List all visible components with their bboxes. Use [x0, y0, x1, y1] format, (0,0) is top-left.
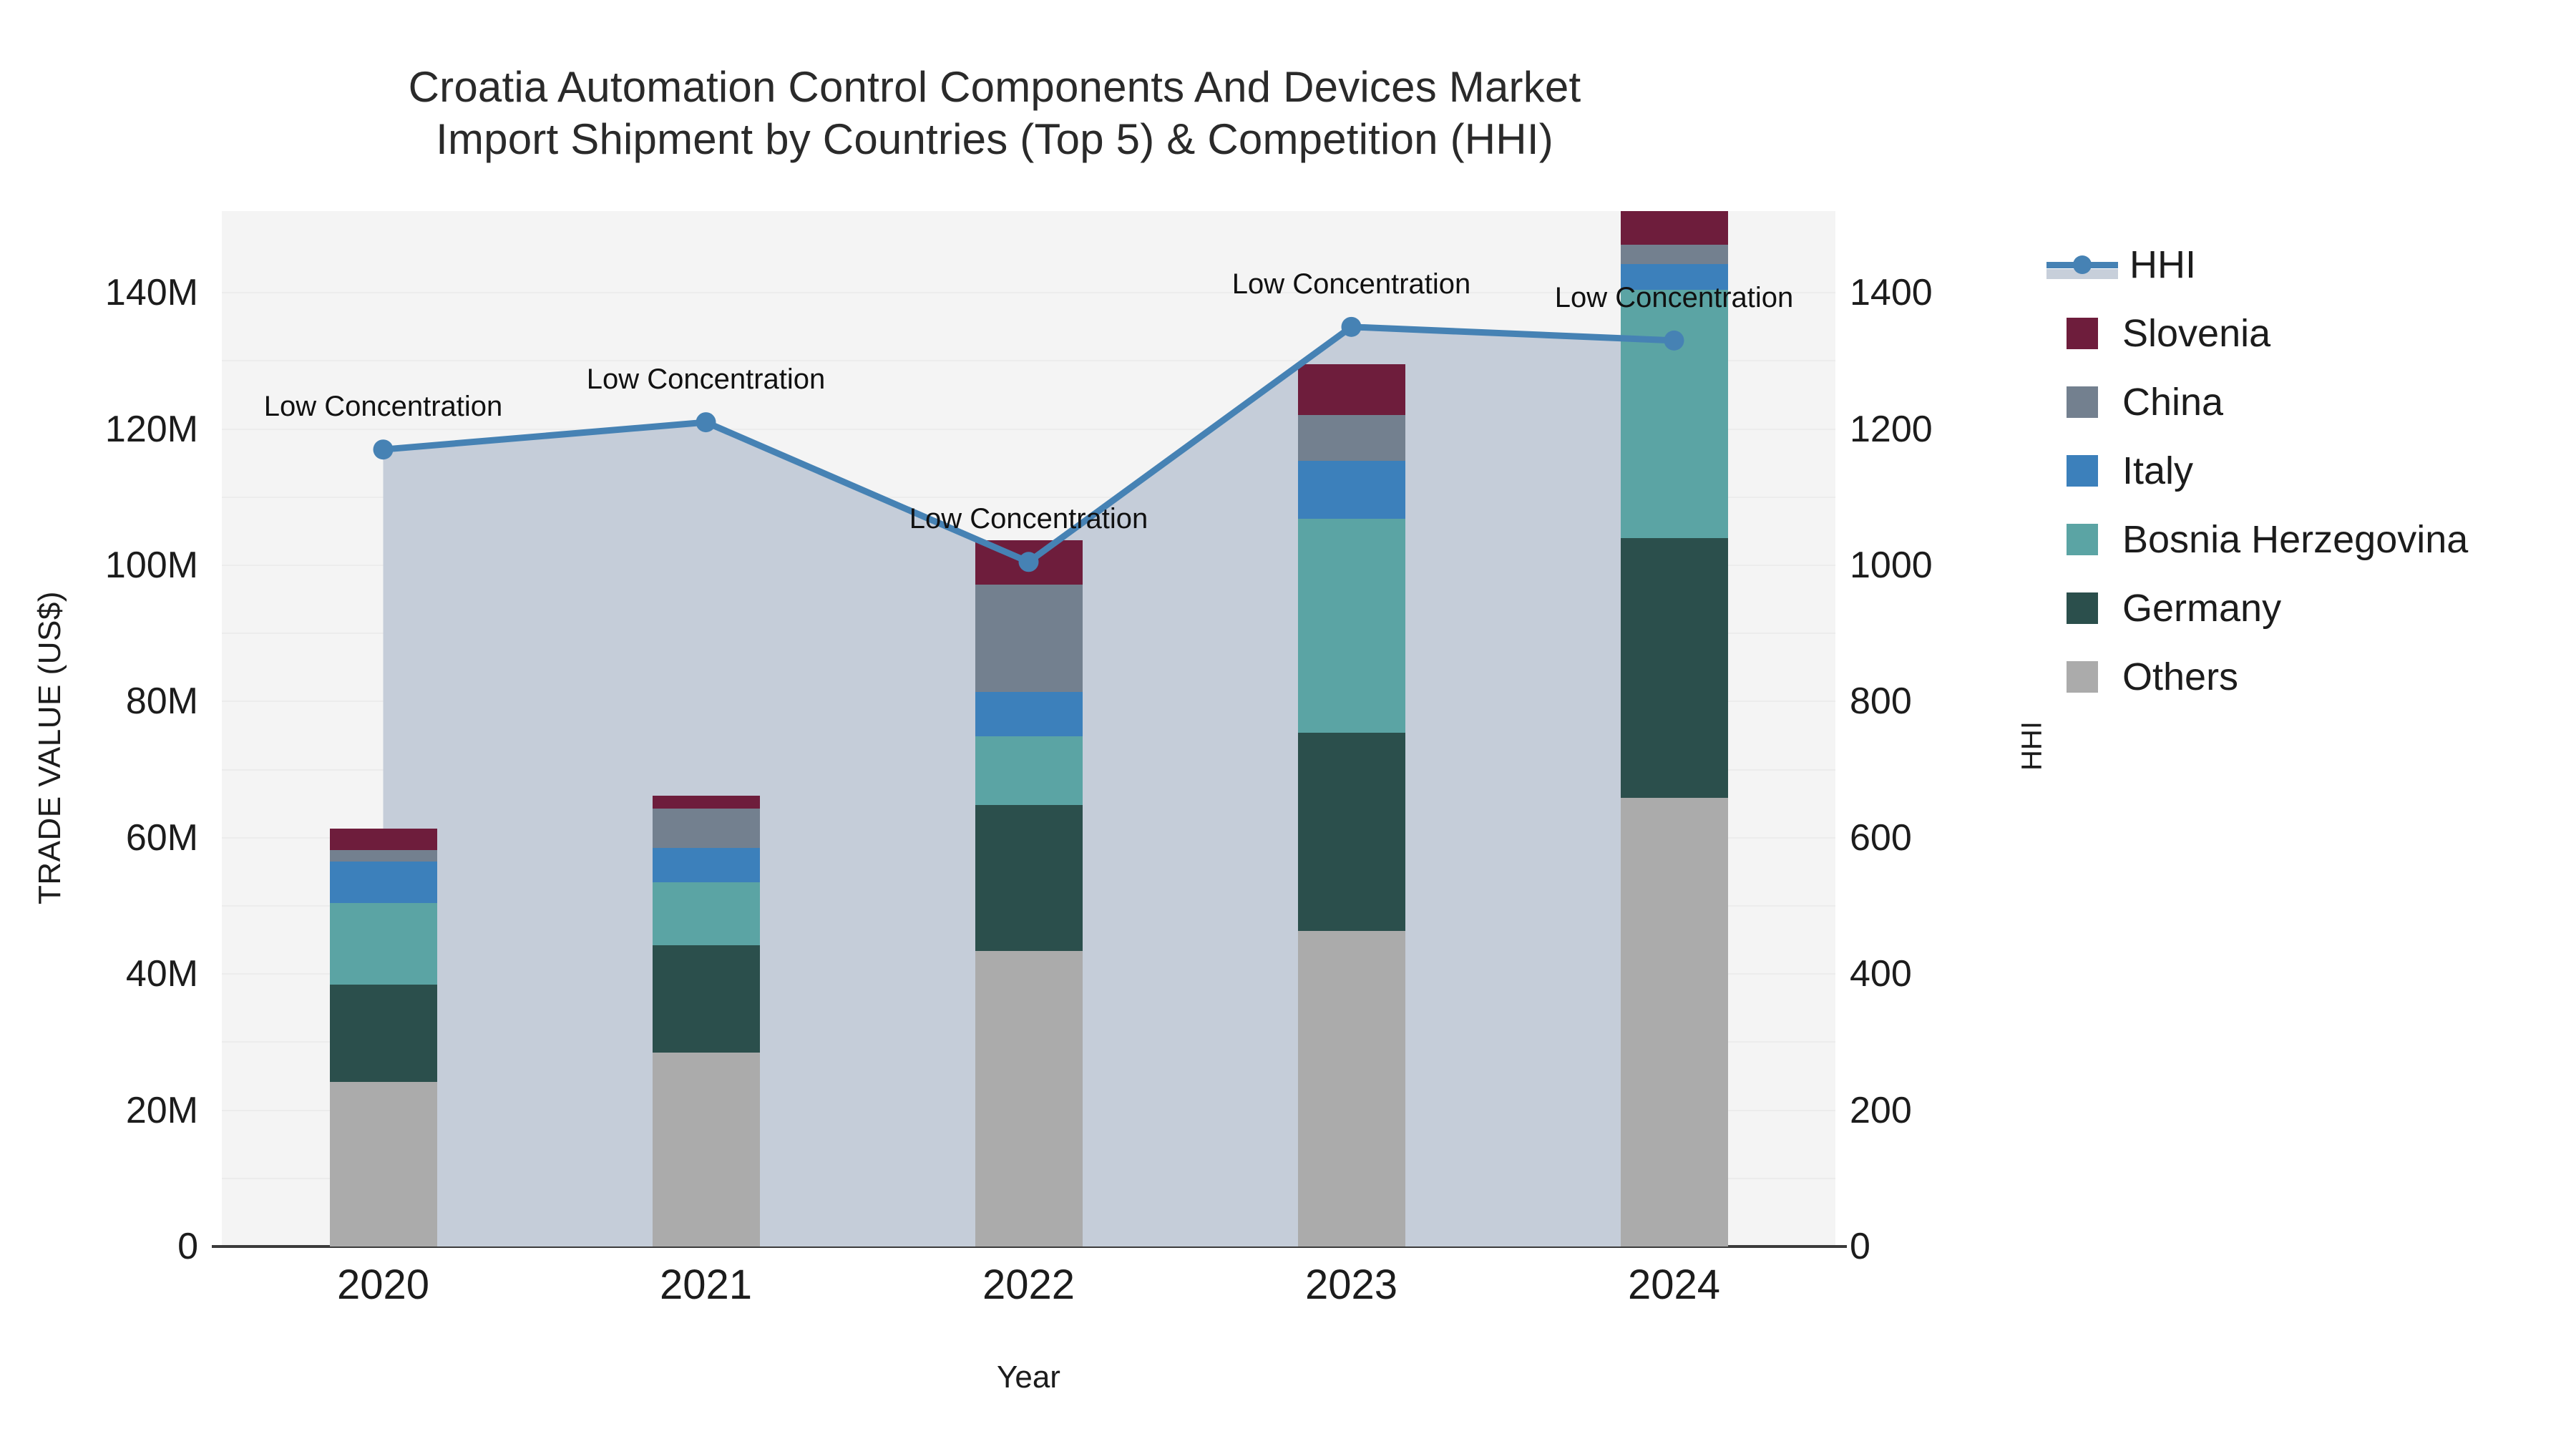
right-axis-tick-label: 400 — [1850, 953, 1912, 995]
left-axis-tick-label: 100M — [104, 545, 198, 587]
bar-segment-bosnia-herzegovina-2021[interactable] — [652, 882, 760, 946]
chart-title-line-2: Import Shipment by Countries (Top 5) & C… — [436, 115, 1553, 164]
bar-stack-2020[interactable] — [329, 828, 437, 1246]
legend-label: China — [2122, 381, 2224, 424]
bar-segment-others-2022[interactable] — [975, 950, 1083, 1246]
x-axis-tick-label-2021: 2021 — [659, 1262, 753, 1308]
right-axis-tick-label: 1000 — [1850, 545, 1933, 587]
bar-segment-china-2023[interactable] — [1297, 414, 1405, 462]
left-axis-tick-label: 120M — [104, 408, 198, 450]
bar-segment-germany-2023[interactable] — [1297, 733, 1405, 932]
bar-segment-slovenia-2022[interactable] — [975, 540, 1083, 585]
legend-label: Bosnia Herzegovina — [2122, 518, 2469, 561]
bar-stack-2021[interactable] — [652, 795, 760, 1246]
legend-swatch-icon — [2067, 524, 2098, 555]
legend-swatch-icon — [2067, 318, 2098, 349]
right-axis-tick-label: 600 — [1850, 816, 1912, 859]
x-axis-tick-label-2022: 2022 — [982, 1262, 1075, 1308]
chart-title-line-1: Croatia Automation Control Components An… — [408, 63, 1581, 111]
left-axis-tick-label: 40M — [125, 953, 198, 995]
legend-label: Others — [2122, 655, 2239, 698]
bar-segment-china-2021[interactable] — [652, 808, 760, 849]
chart-title: Croatia Automation Control Components An… — [0, 61, 1989, 165]
x-axis-label: Year — [997, 1360, 1060, 1395]
bar-segment-slovenia-2023[interactable] — [1297, 364, 1405, 415]
right-axis-tick-label: 800 — [1850, 680, 1912, 723]
bar-segment-germany-2021[interactable] — [652, 945, 760, 1053]
bar-segment-others-2020[interactable] — [329, 1081, 437, 1246]
bar-stack-2023[interactable] — [1297, 364, 1405, 1246]
legend-item-hhi[interactable]: HHI — [2046, 230, 2562, 299]
legend-label: Slovenia — [2122, 312, 2271, 355]
legend-item-bosnia-herzegovina[interactable]: Bosnia Herzegovina — [2046, 505, 2562, 574]
bar-segment-slovenia-2020[interactable] — [329, 828, 437, 850]
bar-segment-bosnia-herzegovina-2022[interactable] — [975, 736, 1083, 806]
right-axis-tick-label: 1200 — [1850, 408, 1933, 450]
left-axis-tick-label: 0 — [177, 1226, 198, 1267]
legend-label: Italy — [2122, 449, 2194, 492]
bar-segment-china-2024[interactable] — [1620, 244, 1728, 265]
bar-segment-china-2020[interactable] — [329, 849, 437, 862]
bar-segment-slovenia-2024[interactable] — [1620, 211, 1728, 245]
bar-segment-bosnia-herzegovina-2023[interactable] — [1297, 519, 1405, 733]
legend-label: Germany — [2122, 587, 2282, 630]
left-axis-tick-label: 140M — [104, 272, 198, 314]
x-axis-tick-label-2020: 2020 — [336, 1262, 430, 1308]
right-axis-tick-label: 0 — [1850, 1226, 1870, 1267]
x-axis-tick-label-2024: 2024 — [1627, 1262, 1721, 1308]
bar-segment-italy-2023[interactable] — [1297, 461, 1405, 519]
legend-label: HHI — [2129, 243, 2196, 286]
legend-item-italy[interactable]: Italy — [2046, 436, 2562, 505]
legend-item-slovenia[interactable]: Slovenia — [2046, 299, 2562, 368]
left-axis-tick-label: 80M — [125, 680, 198, 723]
legend-line-marker-icon — [2046, 249, 2118, 280]
x-axis-tick-label-2023: 2023 — [1304, 1262, 1398, 1308]
right-axis: 0 200 400 600 800 1000 1200 1400 — [1850, 0, 2079, 1449]
bar-segment-others-2021[interactable] — [652, 1052, 760, 1246]
left-axis: 0 20M 40M 60M 80M 100M 120M 140M — [0, 0, 211, 1449]
legend-swatch-icon — [2067, 592, 2098, 624]
bar-segment-italy-2021[interactable] — [652, 848, 760, 882]
plot-area — [222, 211, 1835, 1246]
bar-segment-bosnia-herzegovina-2020[interactable] — [329, 903, 437, 985]
legend-swatch-icon — [2067, 455, 2098, 487]
legend-item-china[interactable]: China — [2046, 368, 2562, 436]
bar-segment-bosnia-herzegovina-2024[interactable] — [1620, 290, 1728, 538]
bar-segment-others-2024[interactable] — [1620, 797, 1728, 1246]
bar-segment-italy-2022[interactable] — [975, 692, 1083, 736]
bar-segment-germany-2022[interactable] — [975, 805, 1083, 951]
bar-segment-germany-2020[interactable] — [329, 984, 437, 1082]
bar-segment-china-2022[interactable] — [975, 584, 1083, 693]
bar-segment-italy-2024[interactable] — [1620, 264, 1728, 291]
bar-segment-italy-2020[interactable] — [329, 862, 437, 904]
legend-swatch-icon — [2067, 661, 2098, 693]
legend-item-germany[interactable]: Germany — [2046, 574, 2562, 643]
x-axis-spine — [212, 1245, 1847, 1248]
chart-legend: HHI Slovenia China Italy Bosnia Herzegovina G… — [2046, 230, 2562, 711]
bar-segment-others-2023[interactable] — [1297, 931, 1405, 1246]
legend-item-others[interactable]: Others — [2046, 643, 2562, 711]
right-axis-tick-label: 1400 — [1850, 272, 1933, 314]
bar-segment-germany-2024[interactable] — [1620, 537, 1728, 798]
legend-swatch-icon — [2067, 386, 2098, 418]
right-axis-label: HHI — [2016, 721, 2048, 771]
gridline-right-axis — [222, 292, 1835, 294]
left-axis-tick-label: 60M — [125, 816, 198, 859]
bars-layer — [222, 211, 1835, 1246]
bar-segment-slovenia-2021[interactable] — [652, 795, 760, 809]
left-axis-label: TRADE VALUE (US$) — [32, 591, 67, 904]
x-axis-ticks: 2020 2021 2022 2023 2024 — [222, 1261, 1835, 1325]
right-axis-tick-label: 200 — [1850, 1089, 1912, 1131]
bar-stack-2022[interactable] — [975, 540, 1083, 1246]
bar-stack-2024[interactable] — [1620, 211, 1728, 1246]
left-axis-tick-label: 20M — [125, 1089, 198, 1131]
